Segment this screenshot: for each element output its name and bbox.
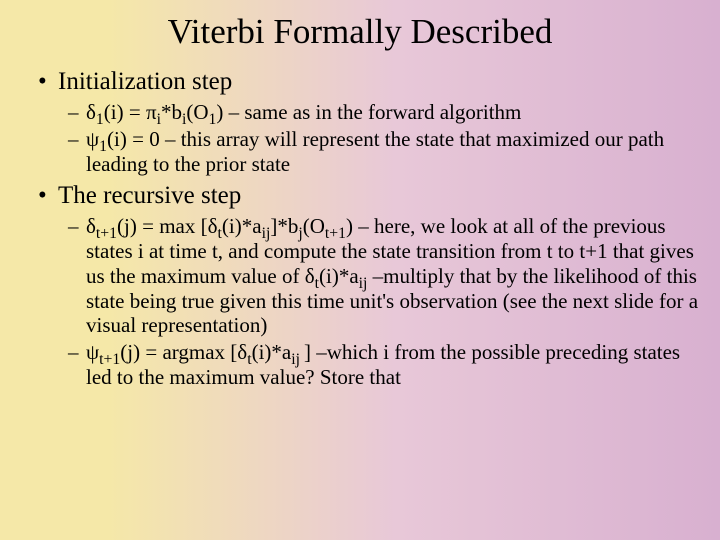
bullet-item: δt+1(j) = max [δt(i)*aij]*bj(Ot+1) – her… (68, 214, 700, 338)
section-heading: The recursive step (38, 182, 700, 210)
slide-title: Viterbi Formally Described (0, 0, 720, 62)
slide-content: Initialization step δ1(i) = πi*bi(O1) – … (0, 68, 720, 390)
section-heading: Initialization step (38, 68, 700, 96)
bullet-item: ψ1(i) = 0 – this array will represent th… (68, 127, 700, 177)
bullet-item: ψt+1(j) = argmax [δt(i)*aij ] –which i f… (68, 340, 700, 390)
bullet-item: δ1(i) = πi*bi(O1) – same as in the forwa… (68, 100, 700, 125)
